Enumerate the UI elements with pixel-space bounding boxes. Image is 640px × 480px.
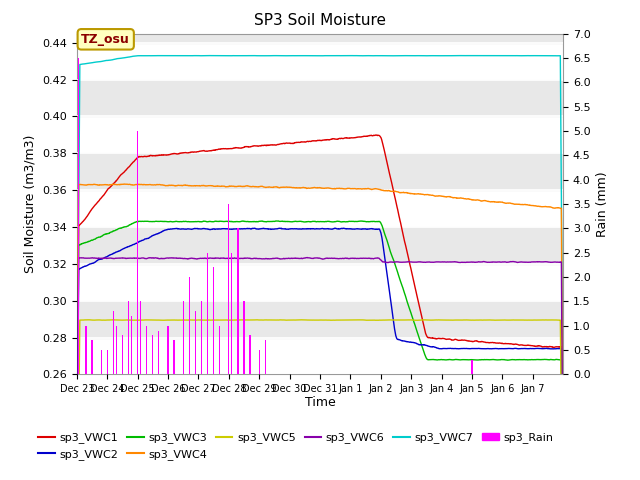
- Bar: [201, 301, 202, 374]
- Bar: [243, 301, 244, 374]
- Bar: [77, 80, 563, 117]
- Bar: [219, 326, 220, 374]
- Y-axis label: Soil Moisture (m3/m3): Soil Moisture (m3/m3): [24, 135, 36, 273]
- Bar: [77, 227, 563, 264]
- X-axis label: Time: Time: [305, 396, 335, 408]
- Bar: [189, 277, 190, 374]
- Bar: [77, 153, 563, 190]
- Bar: [237, 228, 239, 374]
- Bar: [259, 350, 260, 374]
- Bar: [113, 311, 114, 374]
- Bar: [173, 340, 175, 374]
- Bar: [195, 311, 196, 374]
- Bar: [265, 340, 266, 374]
- Bar: [146, 326, 147, 374]
- Bar: [100, 350, 102, 374]
- Title: SP3 Soil Moisture: SP3 Soil Moisture: [254, 13, 386, 28]
- Bar: [140, 301, 141, 374]
- Y-axis label: Rain (mm): Rain (mm): [596, 171, 609, 237]
- Bar: [231, 252, 232, 374]
- Bar: [228, 204, 229, 374]
- Bar: [213, 267, 214, 374]
- Legend: sp3_VWC1, sp3_VWC2, sp3_VWC3, sp3_VWC4, sp3_VWC5, sp3_VWC6, sp3_VWC7, sp3_Rain: sp3_VWC1, sp3_VWC2, sp3_VWC3, sp3_VWC4, …: [34, 428, 557, 464]
- Bar: [122, 336, 123, 374]
- Bar: [116, 326, 117, 374]
- Bar: [77, 58, 79, 374]
- Bar: [250, 336, 251, 374]
- Bar: [85, 326, 86, 374]
- Bar: [128, 301, 129, 374]
- Bar: [182, 301, 184, 374]
- Bar: [152, 336, 154, 374]
- Text: TZ_osu: TZ_osu: [81, 33, 130, 46]
- Bar: [77, 300, 563, 337]
- Bar: [158, 331, 159, 374]
- Bar: [207, 252, 208, 374]
- Bar: [92, 340, 93, 374]
- Bar: [107, 350, 108, 374]
- Bar: [131, 316, 132, 374]
- Bar: [137, 131, 138, 374]
- Bar: [77, 6, 563, 43]
